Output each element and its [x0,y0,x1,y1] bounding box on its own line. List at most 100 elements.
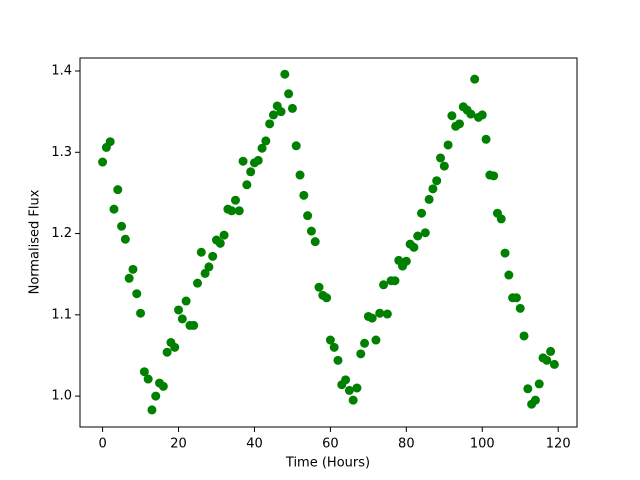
point [519,331,529,341]
point [447,111,457,121]
point [261,136,271,146]
point [98,157,108,167]
point [193,278,203,288]
point [105,137,115,147]
point [424,194,434,204]
point [436,153,446,163]
point [238,156,248,166]
point [208,251,218,261]
point [549,359,559,369]
y-tick-label: 1.1 [51,307,72,322]
x-tick-label: 40 [246,437,263,452]
x-tick-label: 120 [546,437,571,452]
point [265,119,275,129]
point [546,346,556,356]
x-tick-label: 20 [170,437,187,452]
point [489,171,499,181]
x-tick-label: 100 [470,437,495,452]
point [200,268,210,278]
point [481,134,491,144]
point [443,140,453,150]
point [174,305,184,315]
point [268,110,278,120]
point [246,167,256,177]
point [500,248,510,258]
point [356,349,366,359]
point [477,110,487,120]
point [371,335,381,345]
point [170,342,180,352]
point [132,289,142,299]
point [360,338,370,348]
point [136,308,146,318]
point [470,74,480,84]
y-tick-label: 1.2 [51,226,72,241]
point [534,379,544,389]
point [299,190,309,200]
point [204,262,214,272]
point [280,69,290,79]
point [120,234,130,244]
point [379,280,389,290]
point [413,231,423,241]
point [117,221,127,231]
point [287,103,297,113]
point [454,119,464,129]
point [329,342,339,352]
point [417,208,427,218]
point [348,395,358,405]
point [295,170,305,180]
point [242,180,252,190]
point [276,107,286,117]
point [352,383,362,393]
point [181,296,191,306]
point [333,355,343,365]
point [219,230,229,240]
point [147,405,157,415]
x-axis-label: Time (Hours) [285,456,370,471]
point [428,184,438,194]
point [530,395,540,405]
point [511,293,521,303]
point [162,347,172,357]
y-tick-label: 1.0 [51,389,72,404]
x-tick-label: 60 [322,437,339,452]
point [382,309,392,319]
point [344,385,354,395]
point [128,264,138,274]
point [314,282,324,292]
point [439,161,449,171]
point [215,238,225,248]
point [196,247,206,257]
point [143,374,153,384]
point [409,242,419,252]
point [230,195,240,205]
point [390,276,400,286]
point [310,237,320,247]
point [158,381,168,391]
point [139,367,149,377]
point [515,303,525,313]
y-tick-label: 1.3 [51,145,72,160]
point [257,143,267,153]
point [496,214,506,224]
point [420,228,430,238]
point [113,185,123,195]
point [322,293,332,303]
point [177,314,187,324]
point [341,375,351,385]
point [306,226,316,236]
point [189,320,199,330]
point [432,176,442,186]
point [375,308,385,318]
point [234,206,244,216]
point [253,155,263,165]
x-tick-label: 80 [398,437,415,452]
point [284,89,294,99]
x-tick-label: 0 [98,437,106,452]
point [466,109,476,119]
point [109,204,119,214]
plot-frame [79,57,578,428]
point [325,335,335,345]
